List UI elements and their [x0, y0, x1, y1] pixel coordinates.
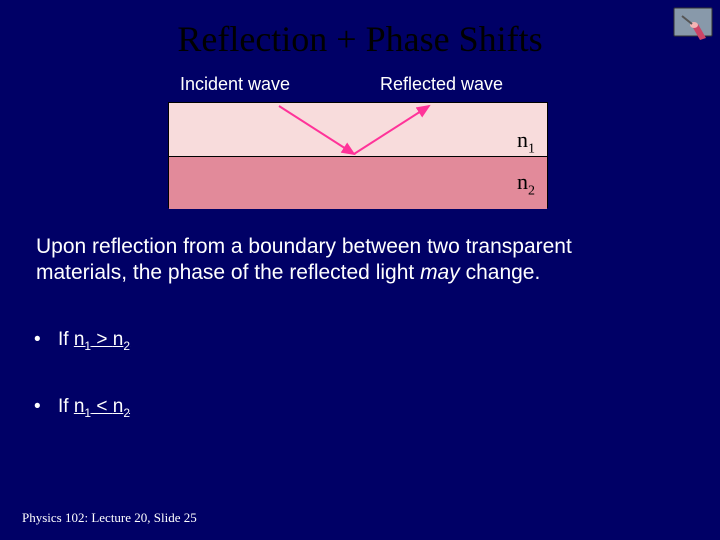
wave-labels-row: Incident wave Reflected wave	[0, 74, 720, 100]
b2-n1b: n	[74, 396, 85, 417]
b2-n2b: n	[113, 396, 124, 417]
body-paragraph: Upon reflection from a boundary between …	[36, 234, 684, 287]
board-rect	[674, 8, 712, 36]
bullet-list: If n1 > n2 If n1 < n2	[30, 329, 720, 421]
slide-footer: Physics 102: Lecture 20, Slide 25	[22, 510, 197, 526]
reflection-diagram: n1 n2	[168, 102, 548, 208]
b1-n2b: n	[113, 329, 124, 350]
medium-2-layer: n2	[169, 156, 547, 209]
b2-op: <	[91, 396, 113, 417]
incident-wave-label: Incident wave	[180, 74, 290, 95]
b1-n1b: n	[74, 329, 85, 350]
n1-base: n	[517, 127, 528, 152]
reflected-wave-label: Reflected wave	[380, 74, 503, 95]
slide-title: Reflection + Phase Shifts	[0, 0, 720, 60]
b1-prefix: If	[58, 329, 74, 350]
n1-sub: 1	[528, 141, 535, 156]
body-line2a: materials, the phase of the reflected li…	[36, 261, 420, 284]
wave-arrows	[169, 103, 549, 156]
bullet-2: If n1 < n2	[30, 396, 720, 420]
b2-expr: n1 < n2	[74, 396, 130, 417]
b1-expr: n1 > n2	[74, 329, 130, 350]
body-may: may	[420, 261, 460, 284]
writing-hand-icon	[672, 6, 714, 44]
n1-label: n1	[517, 127, 535, 157]
b1-op: >	[91, 329, 113, 350]
n2-base: n	[517, 169, 528, 194]
body-line1: Upon reflection from a boundary between …	[36, 235, 572, 258]
b1-n2s: 2	[123, 338, 130, 352]
body-line2b: change.	[460, 261, 541, 284]
b2-prefix: If	[58, 396, 74, 417]
incident-arrow	[279, 106, 354, 154]
reflected-arrow	[354, 106, 429, 154]
medium-1-layer: n1	[169, 103, 547, 156]
bullet-1: If n1 > n2	[30, 329, 720, 353]
b2-n2s: 2	[123, 406, 130, 420]
n2-sub: 2	[528, 183, 535, 198]
n2-label: n2	[517, 169, 535, 199]
